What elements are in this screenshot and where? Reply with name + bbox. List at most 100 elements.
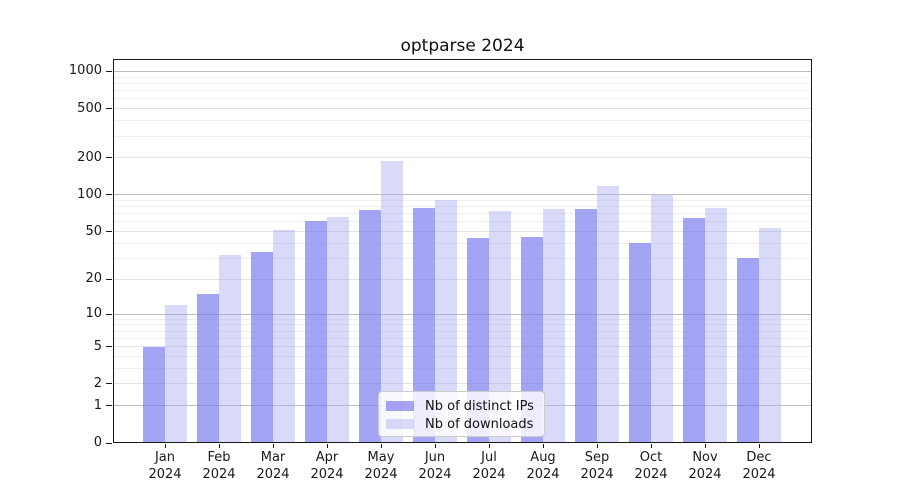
x-tick-label: Oct 2024 — [634, 450, 668, 482]
y-tick-label: 50 — [85, 223, 102, 239]
x-tick-mark — [381, 444, 382, 448]
minor-gridline-400 — [113, 120, 812, 122]
y-tick-mark — [106, 108, 112, 110]
bar-nb-of-downloads-oct-2024 — [651, 194, 673, 443]
bar-nb-of-distinct-ips-oct-2024 — [629, 243, 651, 443]
bar-nb-of-distinct-ips-jan-2024 — [143, 346, 165, 443]
gridline-10 — [113, 313, 812, 315]
bar-nb-of-downloads-mar-2024 — [273, 229, 295, 443]
legend-label-distinct-ips: Nb of distinct IPs — [425, 398, 534, 414]
x-tick-mark — [165, 444, 166, 448]
y-tick-label: 2 — [93, 375, 102, 391]
minor-gridline-800 — [113, 82, 812, 84]
bar-nb-of-downloads-jan-2024 — [165, 305, 187, 443]
x-tick-mark — [327, 444, 328, 448]
x-tick-mark — [489, 444, 490, 448]
chart-title: optparse 2024 — [400, 36, 525, 56]
x-tick-mark — [543, 444, 544, 448]
gridline-500 — [113, 108, 812, 110]
bar-nb-of-distinct-ips-sep-2024 — [575, 208, 597, 443]
bar-nb-of-distinct-ips-dec-2024 — [737, 258, 759, 443]
x-tick-mark — [705, 444, 706, 448]
bar-nb-of-distinct-ips-mar-2024 — [251, 251, 273, 443]
x-tick-label: May 2024 — [364, 450, 398, 482]
bar-nb-of-downloads-feb-2024 — [219, 254, 241, 443]
legend: Nb of distinct IPs Nb of downloads — [378, 391, 545, 437]
legend-swatch-distinct-ips-icon — [386, 401, 414, 411]
minor-gridline-7 — [113, 330, 812, 332]
y-tick-mark — [106, 231, 112, 233]
x-tick-label: Feb 2024 — [202, 450, 236, 482]
minor-gridline-600 — [113, 98, 812, 100]
minor-gridline-80 — [113, 206, 812, 208]
minor-gridline-700 — [113, 90, 812, 92]
x-tick-label: Jun 2024 — [418, 450, 452, 482]
bar-nb-of-downloads-dec-2024 — [759, 227, 781, 443]
minor-gridline-900 — [113, 76, 812, 78]
minor-gridline-3 — [113, 367, 812, 369]
y-tick-label: 200 — [77, 149, 102, 165]
plot-area — [113, 59, 812, 443]
y-tick-label: 0 — [93, 435, 102, 450]
minor-gridline-4 — [113, 355, 812, 357]
x-tick-mark — [651, 444, 652, 448]
y-tick-label: 1000 — [68, 63, 102, 79]
gridline-50 — [113, 231, 812, 233]
bar-nb-of-distinct-ips-may-2024 — [359, 210, 381, 443]
minor-gridline-90 — [113, 199, 812, 201]
x-tick-label: Dec 2024 — [742, 450, 776, 482]
x-tick-label: Apr 2024 — [310, 450, 344, 482]
gridline-5 — [113, 346, 812, 348]
minor-gridline-9 — [113, 318, 812, 320]
minor-gridline-6 — [113, 337, 812, 339]
y-tick-label: 20 — [85, 271, 102, 287]
x-tick-mark — [219, 444, 220, 448]
bar-nb-of-downloads-jul-2024 — [489, 210, 511, 443]
x-tick-mark — [597, 444, 598, 448]
bar-nb-of-downloads-jun-2024 — [435, 199, 457, 443]
gridline-2 — [113, 383, 812, 385]
x-tick-label: Nov 2024 — [688, 450, 722, 482]
y-tick-mark — [106, 405, 112, 407]
bar-nb-of-distinct-ips-apr-2024 — [305, 221, 327, 443]
bar-nb-of-downloads-sep-2024 — [597, 186, 619, 443]
x-tick-label: Aug 2024 — [526, 450, 560, 482]
legend-swatch-downloads-icon — [386, 419, 414, 429]
bar-nb-of-downloads-apr-2024 — [327, 216, 349, 443]
y-tick-mark — [106, 70, 112, 72]
y-tick-mark — [106, 346, 112, 348]
minor-gridline-8 — [113, 324, 812, 326]
minor-gridline-60 — [113, 221, 812, 223]
y-tick-mark — [106, 157, 112, 159]
gridline-20 — [113, 278, 812, 280]
minor-gridline-30 — [113, 257, 812, 259]
bar-nb-of-downloads-aug-2024 — [543, 209, 565, 443]
gridline-200 — [113, 157, 812, 159]
y-tick-mark — [106, 442, 112, 444]
x-tick-label: Mar 2024 — [256, 450, 290, 482]
legend-item-distinct-ips: Nb of distinct IPs — [386, 398, 544, 414]
x-tick-mark — [435, 444, 436, 448]
legend-label-downloads: Nb of downloads — [425, 416, 534, 432]
gridline-1000 — [113, 70, 812, 72]
minor-gridline-70 — [113, 213, 812, 215]
y-tick-label: 100 — [77, 186, 102, 202]
bar-nb-of-distinct-ips-nov-2024 — [683, 217, 705, 443]
gridline-100 — [113, 194, 812, 196]
x-tick-label: Sep 2024 — [580, 450, 614, 482]
bar-nb-of-distinct-ips-jun-2024 — [413, 208, 435, 443]
legend-item-downloads: Nb of downloads — [386, 416, 544, 432]
bar-nb-of-downloads-may-2024 — [381, 161, 403, 443]
minor-gridline-40 — [113, 242, 812, 244]
bar-nb-of-distinct-ips-feb-2024 — [197, 293, 219, 443]
y-tick-mark — [106, 383, 112, 385]
y-tick-label: 500 — [77, 100, 102, 116]
minor-gridline-300 — [113, 135, 812, 137]
y-tick-label: 5 — [93, 338, 102, 354]
x-tick-label: Jul 2024 — [472, 450, 506, 482]
x-tick-label: Jan 2024 — [148, 450, 182, 482]
x-tick-mark — [759, 444, 760, 448]
y-tick-mark — [106, 313, 112, 315]
y-tick-mark — [106, 278, 112, 280]
